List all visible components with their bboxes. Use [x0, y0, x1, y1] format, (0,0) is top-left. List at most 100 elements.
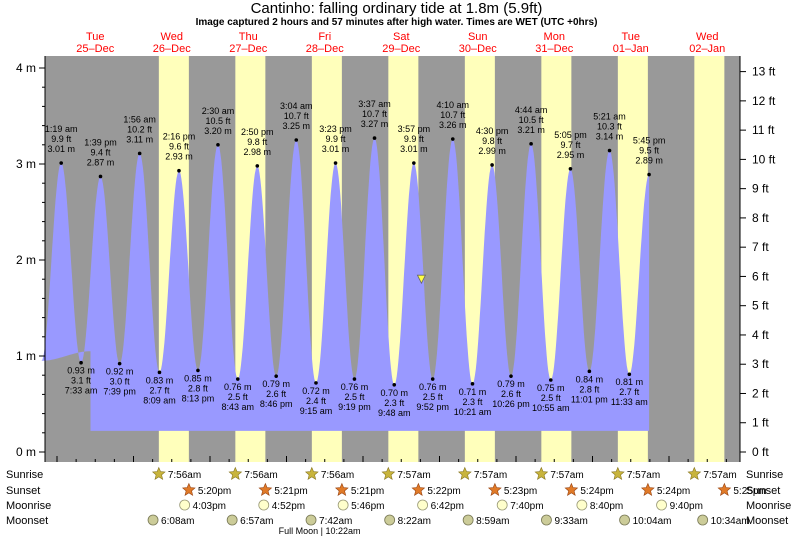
day-name: Mon: [544, 31, 565, 43]
day-name: Tue: [621, 31, 640, 43]
row-label-left: Moonset: [6, 515, 48, 527]
row-label-right: Sunrise: [746, 469, 783, 481]
high-tide-feet: 9.9 ft: [51, 134, 72, 144]
low-tide-time: 11:33 am: [611, 397, 648, 407]
low-tide-feet: 2.4 ft: [306, 396, 327, 406]
high-tide-time: 2:50 pm: [241, 127, 274, 137]
high-tide-feet: 10.7 ft: [362, 109, 388, 119]
low-tide-feet: 3.1 ft: [71, 376, 92, 386]
sunrise-time: 7:56am: [244, 470, 277, 481]
low-tide-point: [235, 377, 240, 381]
high-tide-time: 5:21 am: [593, 112, 626, 122]
low-tide-time: 7:33 am: [65, 386, 98, 396]
day-date: 01–Jan: [613, 43, 649, 55]
sunset-time: 5:21pm: [351, 486, 384, 497]
sunset-time: 5:24pm: [580, 486, 613, 497]
chart-title: Cantinho: falling ordinary tide at 1.8m …: [250, 0, 543, 17]
high-tide-point: [98, 174, 103, 179]
high-tide-time: 5:05 pm: [554, 130, 587, 140]
moonset-moon-icon: [305, 514, 317, 526]
low-tide-point: [196, 368, 200, 373]
sunrise-star-icon: [304, 466, 319, 480]
low-tide-point: [430, 377, 435, 381]
current-tide-marker: [416, 274, 427, 285]
high-tide-point: [568, 167, 573, 171]
right-tick-label: 11 ft: [752, 123, 775, 137]
right-tick-label: 13 ft: [752, 65, 776, 79]
low-tide-metres: 0.79 m: [262, 379, 290, 389]
low-tide-time: 8:09 am: [143, 395, 176, 405]
left-tick-label: 1 m: [16, 349, 36, 363]
high-tide-metres: 3.01 m: [47, 144, 75, 154]
low-tide-feet: 2.3 ft: [384, 398, 405, 408]
right-tick-label: 3 ft: [752, 357, 769, 371]
sunset-time: 5:24pm: [657, 486, 690, 497]
low-tide-point: [548, 378, 553, 382]
low-tide-metres: 0.93 m: [67, 366, 95, 376]
high-tide-time: 1:19 am: [45, 124, 78, 134]
tide-area: [41, 138, 650, 431]
day-date: 27–Dec: [229, 43, 267, 55]
moonrise-time: 4:03pm: [193, 501, 226, 512]
sunrise-star-icon: [457, 466, 472, 480]
full-moon-note: Full Moon | 10:22am: [279, 526, 361, 536]
low-tide-feet: 2.5 ft: [423, 392, 444, 402]
left-tick-label: 4 m: [16, 61, 36, 75]
low-tide-point: [117, 361, 122, 366]
day-date: 25–Dec: [76, 43, 114, 55]
high-tide-feet: 10.2 ft: [127, 124, 153, 134]
low-tide-feet: 2.5 ft: [541, 393, 562, 403]
day-name: Sun: [468, 31, 488, 43]
high-tide-point: [529, 142, 533, 146]
high-tide-point: [216, 143, 220, 147]
high-tide-feet: 9.9 ft: [326, 134, 347, 144]
moonrise-moon-icon: [417, 499, 429, 511]
low-tide-feet: 2.3 ft: [462, 397, 483, 407]
high-tide-feet: 9.8 ft: [247, 137, 268, 147]
moonrise-moon-icon: [496, 499, 508, 511]
moonset-time: 7:42am: [319, 516, 352, 527]
row-label-left: Moonrise: [6, 500, 51, 512]
high-tide-time: 2:16 pm: [163, 132, 196, 142]
moonset-time: 10:04am: [633, 516, 672, 527]
low-tide-metres: 0.76 m: [341, 382, 369, 392]
moonrise-time: 6:42pm: [431, 501, 464, 512]
low-tide-point: [470, 382, 475, 386]
left-tick-label: 0 m: [16, 445, 36, 459]
right-tick-label: 8 ft: [752, 211, 769, 225]
day-date: 31–Dec: [535, 43, 573, 55]
high-tide-point: [372, 136, 377, 140]
low-tide-time: 10:21 am: [454, 407, 492, 417]
low-tide-point: [79, 360, 83, 365]
low-tide-metres: 0.72 m: [302, 386, 330, 396]
low-tide-feet: 2.7 ft: [149, 385, 170, 395]
low-tide-metres: 0.81 m: [616, 377, 644, 387]
sunset-star-icon: [487, 482, 502, 496]
high-tide-time: 3:37 am: [358, 99, 391, 109]
moonset-moon-icon: [226, 514, 238, 526]
low-tide-feet: 2.5 ft: [228, 392, 249, 402]
high-tide-metres: 2.98 m: [244, 147, 272, 157]
high-tide-feet: 10.7 ft: [440, 110, 466, 120]
moonset-moon-icon: [541, 514, 552, 526]
sunset-time: 5:21pm: [274, 486, 307, 497]
sunrise-star-icon: [687, 466, 702, 480]
sunset-star-icon: [334, 482, 349, 496]
high-tide-metres: 2.99 m: [478, 146, 506, 156]
low-tide-feet: 2.6 ft: [501, 389, 522, 399]
right-tick-label: 4 ft: [752, 328, 769, 342]
moonset-moon-icon: [384, 514, 396, 526]
low-tide-time: 8:43 am: [222, 402, 255, 412]
low-tide-metres: 0.76 m: [419, 382, 447, 392]
low-tide-point: [157, 370, 162, 375]
low-tide-point: [352, 377, 357, 381]
high-tide-point: [450, 137, 455, 141]
high-tide-feet: 10.5 ft: [205, 116, 231, 126]
high-tide-metres: 3.11 m: [126, 134, 153, 144]
low-tide-metres: 0.75 m: [537, 383, 565, 393]
low-tide-time: 7:39 pm: [103, 387, 136, 397]
high-tide-feet: 10.3 ft: [597, 122, 623, 132]
day-name: Thu: [239, 31, 258, 43]
high-tide-metres: 3.01 m: [400, 144, 428, 154]
low-tide-feet: 2.7 ft: [619, 387, 640, 397]
